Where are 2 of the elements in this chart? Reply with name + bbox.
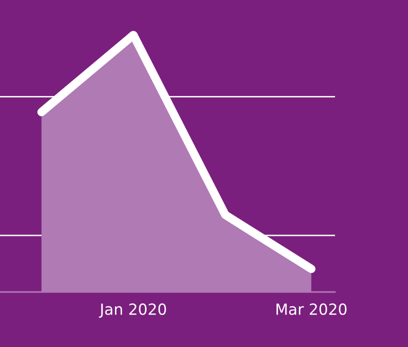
- x-tick-label: Mar 2020: [276, 303, 347, 315]
- x-tick-label: Jan 2020: [98, 303, 166, 318]
